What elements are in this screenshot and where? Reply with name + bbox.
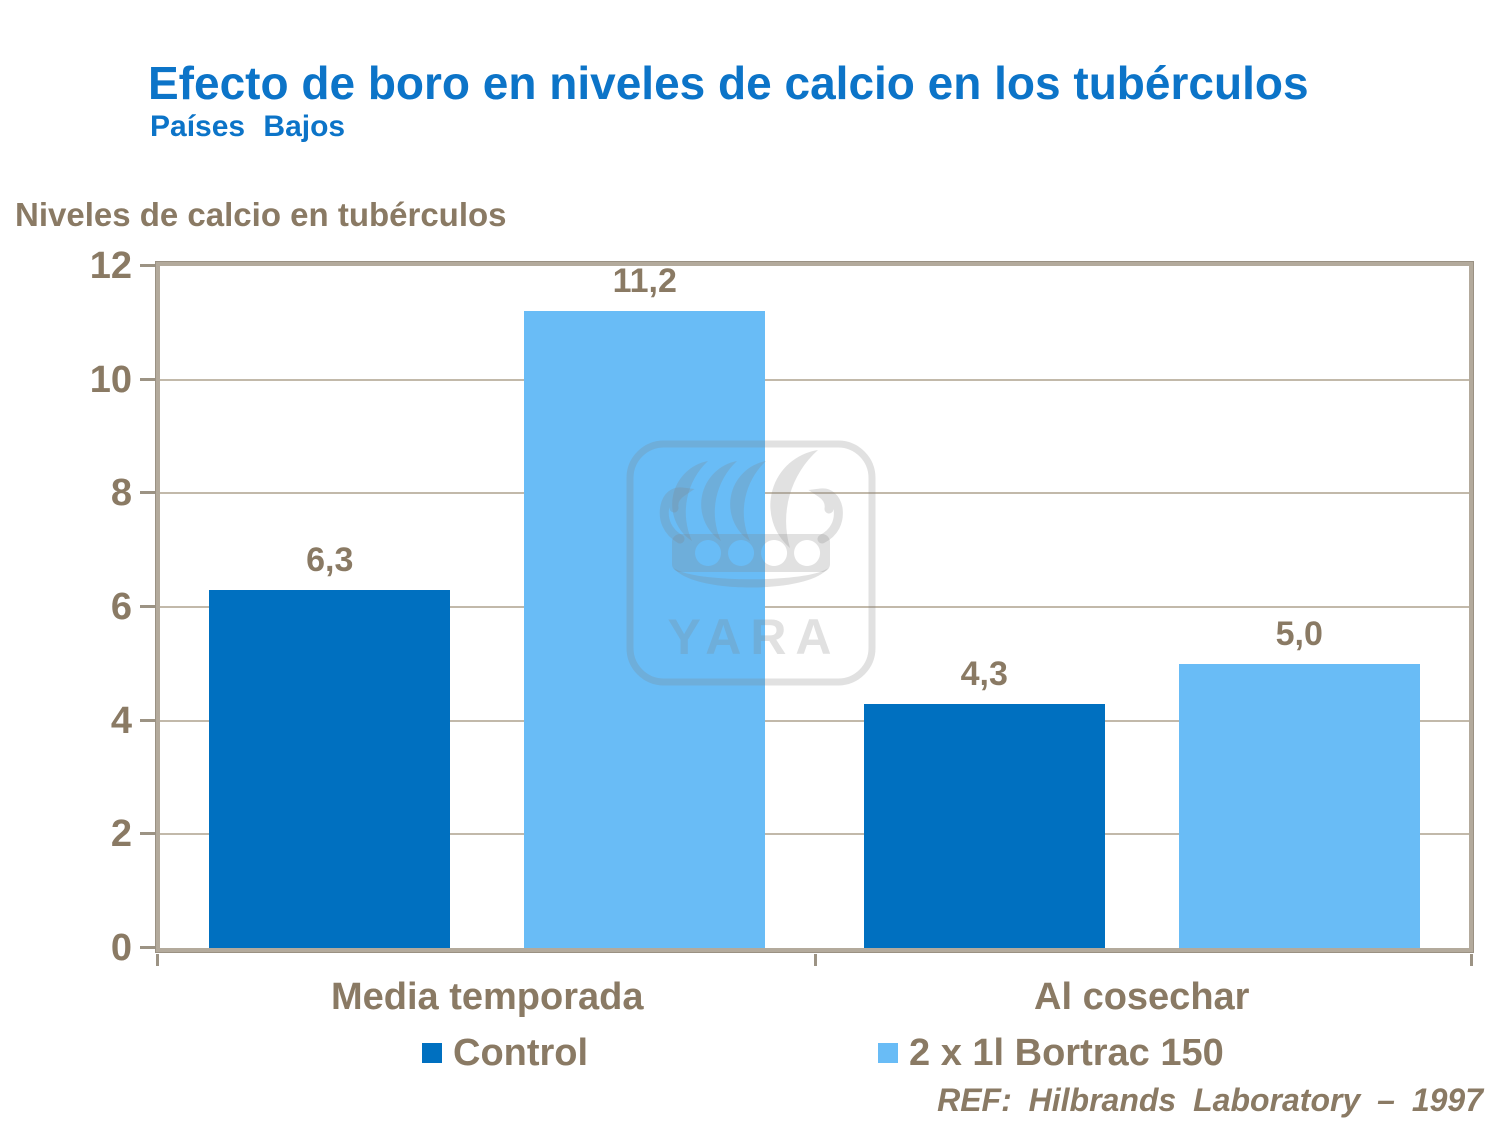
- y-axis-tick-mark: [140, 946, 155, 949]
- x-axis-tick-mark: [156, 954, 159, 966]
- page-subtitle: Países Bajos: [150, 110, 346, 143]
- legend-swatch: [422, 1043, 442, 1063]
- x-axis-tick-mark: [1470, 954, 1473, 966]
- page-title: Efecto de boro en niveles de calcio en l…: [148, 57, 1309, 109]
- gridline: [160, 833, 1469, 836]
- category-label: Media temporada: [330, 976, 644, 1018]
- legend-label: Control: [453, 1031, 589, 1074]
- viking-ship-icon: YARA: [626, 440, 876, 686]
- sail-icon: [672, 461, 708, 541]
- y-axis-tick-mark: [140, 605, 155, 608]
- yara-wordmark: YARA: [667, 609, 840, 665]
- gridline: [160, 492, 1469, 495]
- y-axis-tick-mark: [140, 718, 155, 722]
- dragon-head: [659, 487, 695, 544]
- y-axis-tick-mark: [140, 832, 155, 836]
- y-axis-tick-label: 10: [89, 358, 132, 401]
- sail-icon: [701, 461, 737, 541]
- y-axis-title: Niveles de calcio en tubérculos: [15, 196, 507, 233]
- legend-swatch: [878, 1043, 898, 1063]
- sail-icon: [730, 461, 766, 541]
- x-axis-tick-mark: [813, 954, 817, 966]
- y-axis-tick-mark: [140, 264, 155, 267]
- reference-text: REF: Hilbrands Laboratory – 1997: [937, 1082, 1483, 1118]
- y-axis-tick-label: 12: [89, 245, 132, 287]
- legend-label: 2 x 1l Bortrac 150: [909, 1031, 1224, 1074]
- gridline: [160, 378, 1469, 381]
- y-axis-tick-label: 6: [110, 586, 132, 628]
- y-axis-tick-label: 4: [110, 699, 132, 742]
- hull-bottom: [674, 568, 828, 588]
- gridline: [160, 719, 1469, 722]
- y-axis-tick-label: 2: [110, 813, 132, 856]
- sail-icon: [770, 450, 818, 548]
- y-axis-tick-label: 0: [110, 927, 132, 969]
- legend-item: 2 x 1l Bortrac 150: [878, 1031, 1224, 1075]
- y-axis-tick-label: 8: [110, 472, 132, 515]
- gridline: [160, 606, 1469, 608]
- legend-item: Control: [422, 1031, 588, 1075]
- category-label: Al cosechar: [1034, 976, 1250, 1018]
- y-axis-tick-mark: [140, 377, 155, 381]
- dragon-tail: [808, 488, 843, 544]
- hull-shields: [672, 534, 830, 572]
- y-axis-tick-mark: [140, 491, 155, 495]
- watermark-frame: [626, 440, 876, 686]
- yara-logo-watermark: YARA: [626, 440, 876, 686]
